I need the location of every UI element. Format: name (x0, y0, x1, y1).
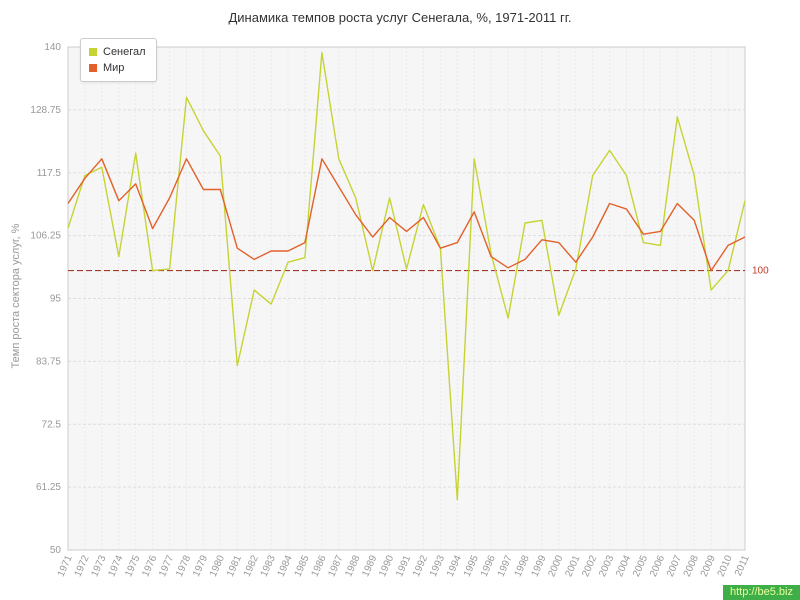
world-series-marker-icon (89, 64, 97, 72)
svg-text:2010: 2010 (716, 553, 735, 578)
svg-text:50: 50 (50, 545, 62, 556)
svg-text:100: 100 (752, 266, 769, 277)
legend-item-senegal[interactable]: Сенегал (89, 44, 146, 60)
chart-legend: Сенегал Мир (80, 38, 157, 82)
svg-text:95: 95 (50, 294, 62, 305)
svg-text:117.5: 117.5 (37, 168, 62, 179)
legend-item-label: Сенегал (103, 46, 146, 58)
svg-text:72.5: 72.5 (42, 419, 62, 430)
legend-item-world[interactable]: Мир (89, 60, 146, 76)
svg-text:2011: 2011 (733, 553, 752, 578)
svg-text:83.75: 83.75 (36, 356, 61, 367)
svg-text:140: 140 (44, 42, 61, 53)
svg-text:61.25: 61.25 (36, 482, 61, 493)
watermark-link[interactable]: http://be5.biz (723, 585, 800, 600)
chart-title: Динамика темпов роста услуг Сенегала, %,… (228, 10, 572, 25)
svg-text:128.75: 128.75 (30, 105, 61, 116)
svg-text:106.25: 106.25 (30, 231, 61, 242)
senegal-series-marker-icon (89, 48, 97, 56)
legend-item-label: Мир (103, 62, 125, 74)
